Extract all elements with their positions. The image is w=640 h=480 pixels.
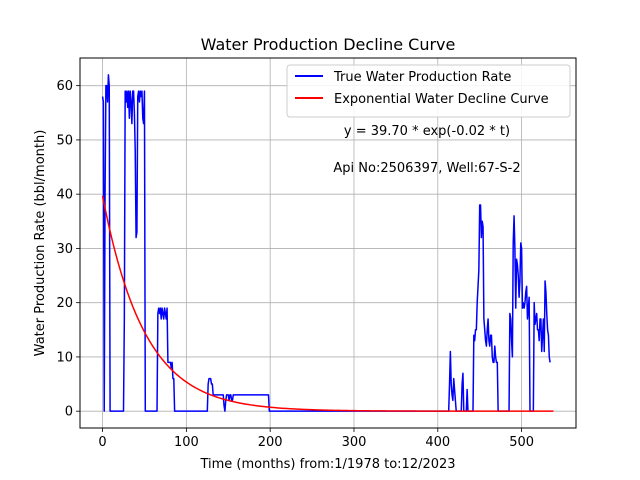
legend: True Water Production Rate Exponential W… [286, 64, 571, 118]
y-axis-label: Water Production Rate (bbl/month) [33, 130, 48, 357]
x-tick-label: 0 [98, 435, 106, 450]
y-tick-label: 50 [56, 133, 73, 148]
x-axis-label: Time (months) from:1/1978 to:12/2023 [199, 457, 455, 472]
y-tick-label: 20 [56, 296, 73, 311]
series-line-exponential-decline-curve [101, 195, 554, 412]
y-tick-label: 10 [56, 350, 73, 365]
legend-box [286, 64, 571, 118]
y-tick-label: 30 [56, 242, 73, 257]
y-tick-label: 40 [56, 188, 73, 203]
y-tick-label: 60 [56, 79, 73, 94]
x-tick-label: 200 [258, 435, 283, 450]
legend-label-true-rate: True Water Production Rate [333, 70, 511, 85]
equation-annotation: y = 39.70 * exp(-0.02 * t) [344, 124, 510, 139]
axis-ticks: 0 100 200 300 400 500 0 10 20 30 40 50 60 [56, 79, 534, 450]
x-tick-label: 500 [509, 435, 534, 450]
series-layer [101, 74, 554, 412]
plot-frame [79, 57, 577, 429]
legend-label-decline-curve: Exponential Water Decline Curve [334, 92, 549, 107]
grid [80, 58, 576, 428]
x-tick-label: 300 [342, 435, 367, 450]
x-tick-label: 400 [425, 435, 450, 450]
x-tick-label: 100 [174, 435, 199, 450]
chart-title: Water Production Decline Curve [201, 35, 456, 54]
series-line-true-water-production-rate [101, 74, 551, 412]
y-tick-label: 0 [65, 405, 73, 420]
well-annotation: Api No:2506397, Well:67-S-2 [333, 161, 520, 176]
